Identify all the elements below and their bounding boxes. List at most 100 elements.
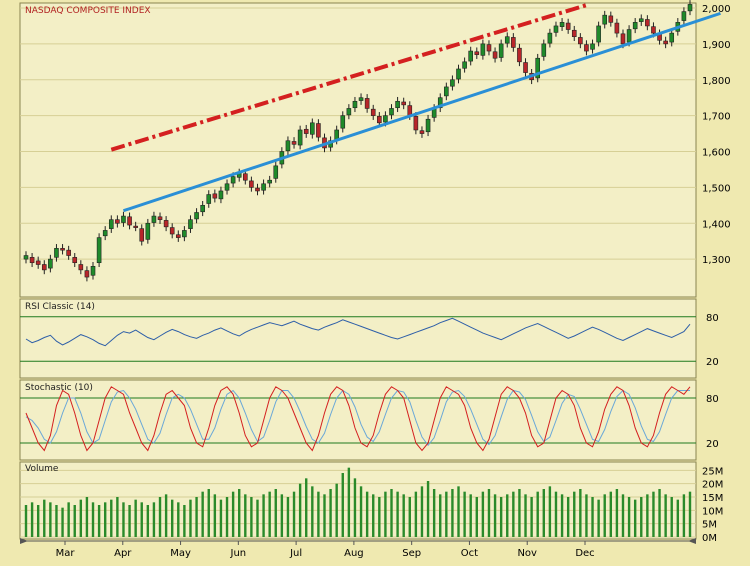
candle-body: [291, 141, 297, 145]
volume-bar: [30, 502, 34, 537]
stochastic-panel-bg: [19, 379, 697, 461]
volume-bar: [481, 491, 485, 537]
candle-body: [23, 255, 29, 260]
volume-bar: [73, 505, 76, 537]
volume-bar: [408, 497, 411, 537]
oscillator-tick-label: 20: [706, 357, 719, 368]
resistance-trendline: [110, 3, 588, 152]
volume-bar: [566, 497, 570, 537]
candle-body: [78, 264, 84, 271]
scroll-left-arrow-icon[interactable]: [20, 538, 28, 544]
candle-body: [151, 215, 157, 223]
volume-bar: [317, 491, 320, 537]
volume-bar: [207, 489, 210, 537]
volume-bar: [268, 491, 271, 537]
volume-bar: [627, 497, 631, 537]
volume-bar: [414, 491, 418, 537]
candle-body: [41, 264, 47, 271]
candle-body: [687, 4, 693, 12]
volume-bar: [91, 502, 95, 537]
candle-body: [413, 116, 419, 131]
candle-body: [389, 108, 394, 116]
volume-bar: [365, 491, 369, 537]
candle-body: [310, 122, 315, 135]
candle-body: [224, 183, 230, 191]
price-tick-label: 1,300: [702, 255, 731, 266]
volume-bar: [652, 491, 655, 537]
price-tick-label: 1,900: [702, 40, 731, 51]
candle-body: [474, 51, 480, 55]
candle-body: [419, 130, 425, 134]
candle-body: [553, 25, 559, 33]
volume-bar: [432, 489, 436, 537]
candle-body: [115, 219, 120, 224]
candle-body: [303, 128, 309, 134]
volume-bar: [164, 494, 168, 537]
scroll-right-arrow-icon[interactable]: [688, 538, 696, 544]
candle-body: [523, 62, 528, 73]
volume-bar: [445, 491, 448, 537]
volume-bar: [177, 502, 180, 537]
candle-body: [29, 257, 35, 264]
candle-body: [35, 260, 41, 265]
volume-tick-label: 15M: [702, 493, 723, 504]
volume-bar: [49, 502, 52, 537]
candle-body: [547, 32, 553, 44]
volume-bar: [347, 467, 351, 537]
x-tick-label: Sep: [402, 548, 421, 559]
candle-body: [492, 51, 498, 59]
volume-tick-label: 0M: [702, 533, 717, 544]
candle-body: [90, 265, 96, 276]
volume-bar: [250, 497, 253, 537]
candle-body: [401, 101, 406, 106]
volume-bar: [664, 494, 667, 537]
candle-body: [450, 79, 455, 87]
candle-body: [602, 14, 608, 25]
price-panel: NASDAQ COMPOSITE INDEX 1,300 1,400 1,500 1,…: [19, 0, 731, 298]
candle-body: [218, 190, 224, 200]
candle-body: [340, 115, 346, 129]
rsi-panel-bg: [19, 298, 697, 379]
volume-bar: [311, 486, 314, 537]
volume-bar: [396, 491, 399, 537]
volume-bar: [24, 505, 28, 537]
candle-body: [261, 183, 266, 191]
candle-body: [462, 61, 467, 69]
volume-bar: [134, 499, 137, 537]
candle-body: [377, 116, 382, 124]
candle-body: [267, 179, 272, 184]
candle-body: [66, 249, 71, 256]
candle-body: [498, 43, 504, 58]
volume-bar: [554, 491, 558, 537]
volume-bar: [688, 491, 692, 537]
volume-tick-label: 25M: [702, 466, 723, 477]
volume-bar: [384, 491, 387, 537]
candle-body: [169, 227, 175, 235]
candle-body: [163, 220, 169, 228]
candle-body: [383, 115, 388, 123]
volume-bar: [585, 494, 588, 537]
volume-bar: [213, 494, 217, 537]
x-tick-label: May: [170, 548, 191, 559]
volume-bar: [487, 489, 491, 537]
x-tick-label: Jul: [289, 548, 302, 559]
candle-body: [188, 219, 193, 229]
candle-body: [504, 36, 510, 44]
volume-bar: [67, 502, 70, 537]
candle-body: [480, 43, 486, 56]
volume-bar: [560, 494, 564, 537]
volume-bar: [286, 497, 290, 537]
volume-bar: [542, 489, 545, 537]
volume-bar: [615, 489, 619, 537]
candle-body: [352, 100, 358, 109]
volume-bar: [670, 497, 673, 537]
candle-body: [255, 187, 260, 192]
candle-body: [48, 258, 53, 269]
candle-body: [645, 19, 650, 27]
candle-body: [614, 22, 620, 34]
candle-body: [596, 25, 601, 43]
volume-bar: [231, 491, 235, 537]
candle-body: [395, 100, 400, 109]
